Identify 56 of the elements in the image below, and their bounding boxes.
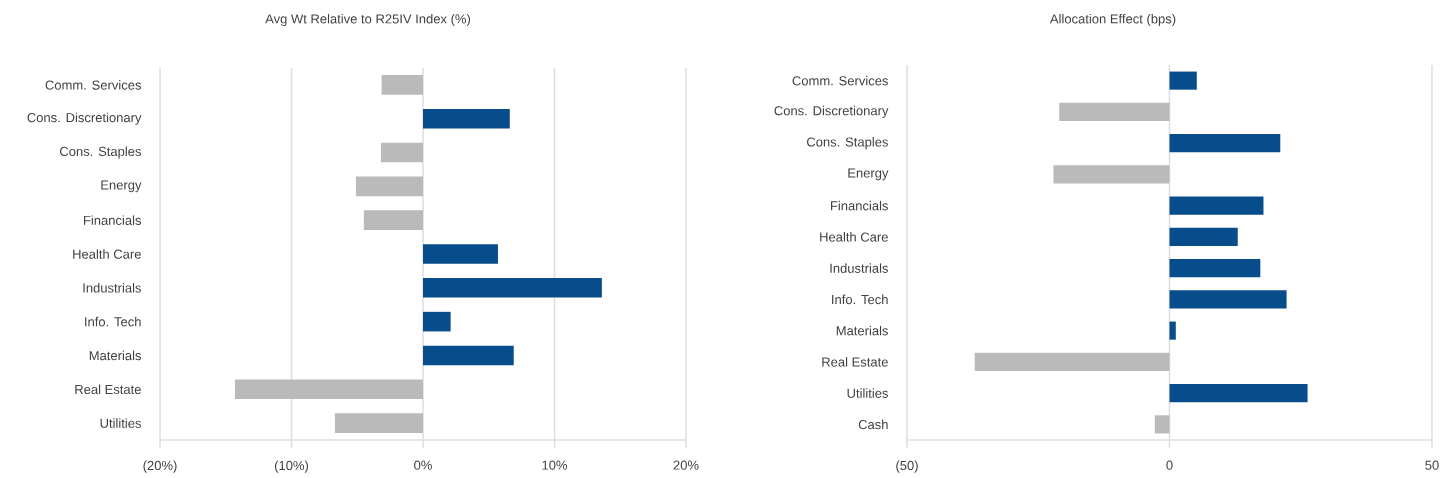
- y-tick-label: Cash: [858, 419, 888, 430]
- bar: [1169, 259, 1261, 278]
- bar: [1169, 384, 1308, 403]
- bar: [1053, 165, 1170, 184]
- bar: [380, 142, 424, 163]
- x-tick-label: 10%: [542, 460, 568, 470]
- x-tick-label: (50): [896, 460, 918, 473]
- x-tick-label: 0: [1166, 460, 1173, 470]
- y-tick-label: Cons. Discretionary: [774, 105, 889, 118]
- bar: [334, 413, 424, 433]
- y-tick-label: Energy: [848, 168, 889, 181]
- x-tick-label: 50: [1425, 460, 1439, 470]
- y-tick-label: Comm. Services: [792, 75, 888, 86]
- chart-title: Avg Wt Relative to R25IV Index (%): [265, 13, 471, 27]
- y-tick-label: Info. Tech: [832, 294, 888, 305]
- bar: [1059, 102, 1170, 121]
- bar: [363, 210, 424, 230]
- y-tick-label: Cons. Staples: [60, 146, 141, 159]
- bar: [1169, 134, 1281, 153]
- y-tick-label: Utilities: [847, 388, 888, 398]
- y-tick-label: Industrials: [830, 263, 888, 273]
- y-tick-label: Info. Tech: [85, 316, 141, 327]
- bar: [423, 311, 451, 332]
- y-tick-label: Real Estate: [75, 384, 141, 395]
- y-tick-label: Health Care: [73, 249, 141, 259]
- bar: [1169, 227, 1238, 246]
- y-tick-label: Health Care: [820, 232, 888, 242]
- chart-title: Allocation Effect (bps): [1049, 13, 1176, 27]
- y-tick-label: Materials: [89, 350, 142, 361]
- bar: [381, 75, 424, 95]
- y-tick-label: Industrials: [83, 283, 142, 293]
- bar: [1169, 321, 1176, 340]
- bar: [1169, 71, 1197, 90]
- bar: [423, 244, 498, 264]
- bar: [355, 176, 424, 197]
- bar: [234, 379, 424, 400]
- y-tick-label: Utilities: [100, 418, 142, 428]
- x-tick-label: 20%: [673, 460, 699, 470]
- y-tick-label: Materials: [836, 325, 888, 336]
- x-tick-label: (20%): [143, 460, 177, 473]
- bar: [1169, 196, 1264, 215]
- y-tick-label: Financials: [84, 215, 141, 225]
- bar: [423, 108, 510, 129]
- x-tick-label: (10%): [274, 460, 309, 473]
- bar: [423, 278, 602, 298]
- bar: [1154, 415, 1170, 434]
- y-tick-label: Real Estate: [822, 357, 888, 367]
- y-tick-label: Financials: [831, 200, 888, 211]
- bar: [1169, 290, 1287, 309]
- y-tick-label: Cons. Staples: [807, 137, 888, 150]
- y-tick-label: Energy: [101, 180, 142, 193]
- bar: [423, 345, 514, 366]
- y-tick-label: Cons. Discretionary: [27, 112, 142, 125]
- y-tick-label: Comm. Services: [45, 80, 141, 90]
- bar: [974, 352, 1170, 371]
- x-tick-label: 0%: [414, 460, 432, 470]
